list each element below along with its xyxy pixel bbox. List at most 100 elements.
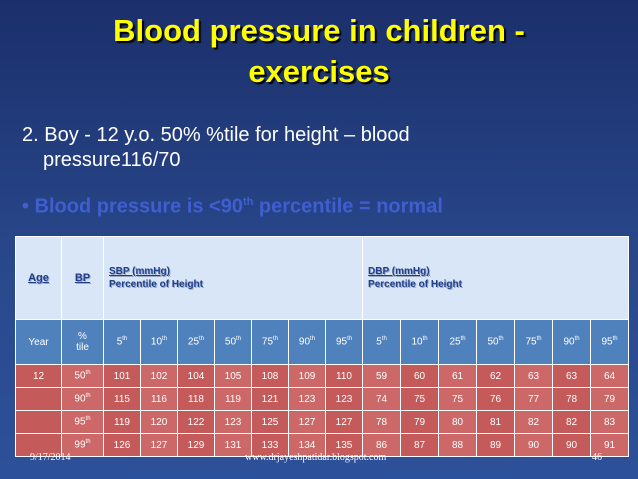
dbp-cell: 91 (590, 433, 630, 457)
sbp-percentile-header: 25th (177, 319, 215, 365)
sbp-percentile-header: 10th (140, 319, 178, 365)
dbp-subtitle: Percentile of Height (368, 279, 462, 290)
dbp-cell: 90 (514, 433, 554, 457)
dbp-cell: 64 (590, 364, 630, 388)
sbp-cell: 101 (103, 364, 141, 388)
dbp-percentile-header: 50th (476, 319, 516, 365)
sbp-cell: 127 (140, 433, 178, 457)
age-cell (15, 410, 62, 434)
sbp-cell: 123 (214, 410, 252, 434)
year-label: Year (15, 319, 62, 365)
dbp-cell: 89 (476, 433, 516, 457)
sbp-percentile-header: 90th (288, 319, 326, 365)
footer-date: 9/17/2014 (30, 452, 71, 463)
sbp-cell: 119 (103, 410, 141, 434)
sbp-cell: 129 (177, 433, 215, 457)
sbp-percentile-header: 95th (324, 319, 364, 365)
sbp-cell: 123 (324, 387, 364, 411)
sbp-cell: 123 (288, 387, 326, 411)
sbp-title: SBP (mmHg) (109, 266, 170, 277)
dbp-cell: 78 (362, 410, 402, 434)
sbp-cell: 127 (288, 410, 326, 434)
age-cell (15, 433, 62, 457)
age-cell: 12 (15, 364, 62, 388)
dbp-cell: 90 (552, 433, 592, 457)
table-row: 99th 126 127 129 131 133 134 135 86 87 88 89 90 90 91 (15, 433, 630, 457)
table-row: 12 50th 101 102 104 105 108 109 110 59 60 61 62 63 63 6… (15, 364, 630, 388)
dbp-cell: 59 (362, 364, 402, 388)
age-cell (15, 387, 62, 411)
conclusion-bullet: • Blood pressure is <90th percentile = n… (22, 190, 622, 220)
sbp-cell: 110 (324, 364, 364, 388)
age-header: Age (15, 236, 62, 320)
dbp-percentile-header: 95th (590, 319, 630, 365)
sbp-cell: 120 (140, 410, 178, 434)
dbp-cell: 61 (438, 364, 478, 388)
bp-table: Age BP SBP (mmHg) Percentile of Height D… (15, 236, 630, 457)
footer-url: www.drjayeshpatidar.blogspot.com (245, 452, 387, 463)
sbp-cell: 116 (140, 387, 178, 411)
sbp-cell: 119 (214, 387, 252, 411)
sbp-percentile-header: 75th (251, 319, 289, 365)
sbp-percentile-header: 5th (103, 319, 141, 365)
sbp-cell: 102 (140, 364, 178, 388)
case-line-1: 2. Boy - 12 y.o. 50% %tile for height – … (22, 124, 410, 146)
dbp-cell: 75 (438, 387, 478, 411)
sbp-cell: 122 (177, 410, 215, 434)
sbp-cell: 127 (324, 410, 364, 434)
dbp-cell: 78 (552, 387, 592, 411)
dbp-cell: 82 (552, 410, 592, 434)
sbp-cell: 134 (288, 433, 326, 457)
dbp-cell: 79 (400, 410, 440, 434)
footer-page-number: 46 (592, 452, 602, 463)
dbp-cell: 88 (438, 433, 478, 457)
dbp-title: DBP (mmHg) (368, 266, 430, 277)
dbp-cell: 82 (514, 410, 554, 434)
dbp-cell: 63 (552, 364, 592, 388)
slide-title: Blood pressure in children - exercises (20, 10, 618, 92)
dbp-cell: 87 (400, 433, 440, 457)
dbp-cell: 63 (514, 364, 554, 388)
dbp-cell: 74 (362, 387, 402, 411)
dbp-cell: 75 (400, 387, 440, 411)
bp-percentile-cell: 95th (61, 410, 104, 434)
sbp-cell: 108 (251, 364, 289, 388)
dbp-percentile-header: 25th (438, 319, 478, 365)
dbp-cell: 80 (438, 410, 478, 434)
sbp-subtitle: Percentile of Height (109, 279, 203, 290)
table-header-row: Age BP SBP (mmHg) Percentile of Height D… (15, 236, 630, 320)
dbp-cell: 81 (476, 410, 516, 434)
bp-percentile-cell: 50th (61, 364, 104, 388)
dbp-cell: 86 (362, 433, 402, 457)
sbp-cell: 109 (288, 364, 326, 388)
title-line-1: Blood pressure in children - (113, 13, 525, 48)
bp-percentile-cell: 99th (61, 433, 104, 457)
sbp-cell: 121 (251, 387, 289, 411)
bullet-sup: th (242, 196, 254, 208)
dbp-cell: 77 (514, 387, 554, 411)
bullet-suffix: percentile = normal (253, 195, 443, 218)
sbp-cell: 133 (251, 433, 289, 457)
bp-percentile-cell: 90th (61, 387, 104, 411)
sbp-header: SBP (mmHg) Percentile of Height (102, 236, 364, 320)
sbp-cell: 115 (103, 387, 141, 411)
percentile-header-row: Year% tile 5th 10th 25th 50th 75th 90th 95th 5th 1… (15, 319, 630, 365)
case-description: 2. Boy - 12 y.o. 50% %tile for height – … (22, 123, 622, 173)
sbp-cell: 126 (103, 433, 141, 457)
dbp-cell: 62 (476, 364, 516, 388)
dbp-cell: 60 (400, 364, 440, 388)
sbp-cell: 105 (214, 364, 252, 388)
sbp-cell: 125 (251, 410, 289, 434)
dbp-header: DBP (mmHg) Percentile of Height (362, 236, 630, 320)
bullet-prefix: • Blood pressure is <90 (22, 195, 243, 218)
dbp-percentile-header: 10th (400, 319, 440, 365)
dbp-cell: 79 (590, 387, 630, 411)
dbp-cell: 83 (590, 410, 630, 434)
dbp-percentile-header: 90th (552, 319, 592, 365)
bp-header: BP (61, 236, 104, 320)
sbp-percentile-header: 50th (214, 319, 252, 365)
sbp-cell: 104 (177, 364, 215, 388)
tile-label: % tile (61, 319, 104, 365)
title-line-2: exercises (248, 54, 390, 89)
sbp-cell: 131 (214, 433, 252, 457)
